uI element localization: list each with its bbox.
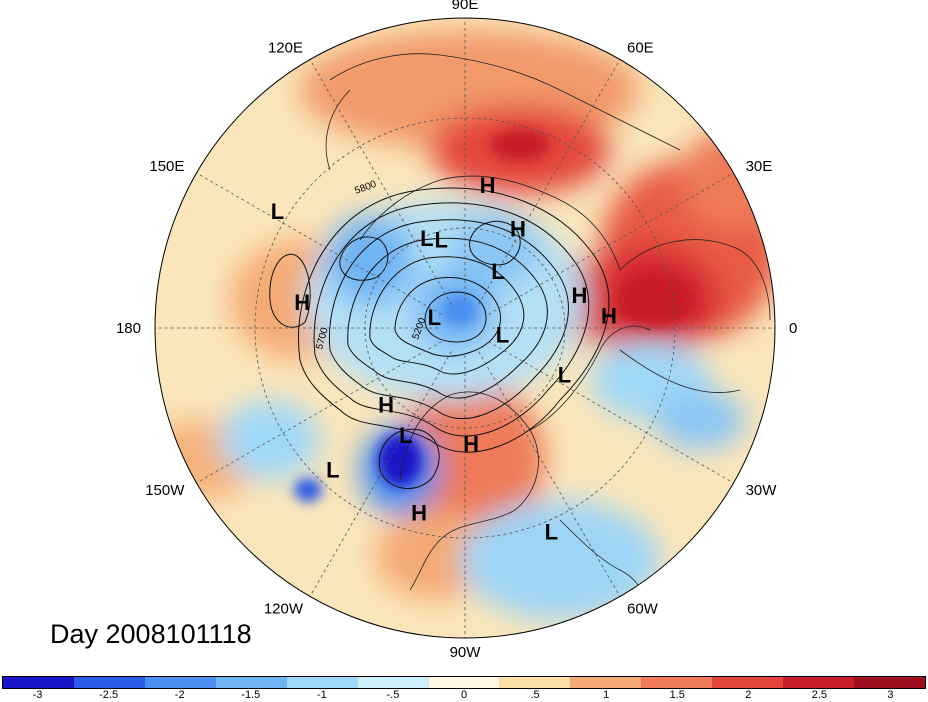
low-pressure-label: L	[271, 199, 284, 224]
longitude-label: 150W	[145, 482, 185, 499]
map-boundary	[154, 17, 776, 639]
high-pressure-label: H	[378, 392, 394, 417]
colorbar-tick-label: 3	[887, 689, 894, 701]
meridian-line	[478, 351, 621, 597]
low-pressure-label: L	[428, 305, 441, 330]
colorbar-tick-label: -.5	[386, 689, 400, 701]
anomaly-field	[155, 18, 775, 638]
meridian-line	[196, 172, 442, 315]
colorbar-tick-label: -3	[32, 689, 43, 701]
meridian-line	[309, 351, 452, 597]
longitude-label: 120W	[264, 601, 304, 618]
map-title: Day 2008101118	[50, 619, 252, 649]
colorbar-swatch	[286, 677, 358, 688]
meridian-line	[309, 59, 452, 305]
colorbar-tick-label: 1	[603, 689, 610, 701]
colorbar-swatch	[144, 677, 216, 688]
meridian-line	[478, 59, 621, 305]
colorbar-tick-label: 1.5	[669, 689, 685, 701]
meridian-line	[196, 341, 442, 484]
colorbar-tick-label: -1	[316, 689, 327, 701]
longitude-label: 60W	[627, 601, 659, 618]
high-pressure-label: H	[601, 303, 617, 328]
meridian-line	[488, 341, 734, 484]
anomaly-blobs-strong	[294, 129, 695, 502]
low-pressure-label: L	[420, 226, 433, 251]
longitude-labels: 90E 60E 30E 0 30W 60W 90W 120W 150W 180 150E 120E	[116, 0, 797, 661]
colorbar-swatch	[641, 677, 713, 688]
colorbar-swatch	[215, 677, 287, 688]
longitude-label: 150E	[149, 158, 184, 175]
graticule	[155, 18, 775, 638]
colorbar-tick-label: -2.5	[99, 689, 119, 701]
low-pressure-label: L	[491, 259, 504, 284]
meridian-line	[488, 172, 734, 315]
height-contours	[269, 187, 610, 489]
colorbar-tick-label: -2	[174, 689, 185, 701]
colorbar-swatch	[357, 677, 429, 688]
high-pressure-label: H	[463, 432, 479, 457]
high-pressure-label: H	[571, 283, 587, 308]
low-pressure-label: L	[558, 362, 571, 387]
longitude-label: 180	[116, 320, 141, 337]
colorbar-tick-label: 2	[745, 689, 752, 701]
low-pressure-label: L	[496, 323, 509, 348]
colorbar-swatch	[428, 677, 500, 688]
colorbar-swatch	[783, 677, 855, 688]
longitude-label: 30W	[746, 482, 778, 499]
longitude-label: 30E	[746, 158, 773, 175]
anomaly-blobs-soft	[155, 30, 775, 620]
colorbar-swatch	[499, 677, 571, 688]
longitude-label: 90W	[450, 644, 482, 661]
longitude-label: 0	[789, 320, 797, 337]
colorbar	[2, 676, 926, 689]
high-pressure-label: H	[480, 173, 496, 198]
longitude-label: 90E	[452, 0, 479, 13]
colorbar-swatch	[854, 677, 925, 688]
colorbar-tick-label: 0	[460, 689, 468, 701]
colorbar-swatch	[712, 677, 784, 688]
colorbar-tick-label: 2.5	[811, 689, 828, 701]
low-pressure-label: L	[326, 458, 339, 483]
high-pressure-label: H	[294, 290, 310, 315]
colorbar-tick-labels: -3 -2.5 -2 -1.5 -1 -.5 0 .5 1 1.5 2 2.5 3	[2, 689, 926, 702]
polar-stereographic-map: 90E 60E 30E 0 30W 60W 90W 120W 150W 180 150E 120E H…	[116, 0, 797, 661]
high-pressure-label: H	[510, 216, 526, 241]
colorbar-tick-label: -1.5	[241, 689, 261, 701]
colorbar-swatch	[3, 677, 74, 688]
colorbar-swatch	[73, 677, 145, 688]
low-pressure-label: L	[399, 423, 412, 448]
colorbar-swatch	[570, 677, 642, 688]
colorbar-tick-label: .5	[530, 689, 540, 701]
low-pressure-label: L	[545, 520, 558, 545]
high-pressure-label: H	[411, 500, 427, 525]
low-pressure-label: L	[435, 227, 448, 252]
longitude-label: 120E	[268, 39, 303, 56]
longitude-label: 60E	[627, 39, 654, 56]
